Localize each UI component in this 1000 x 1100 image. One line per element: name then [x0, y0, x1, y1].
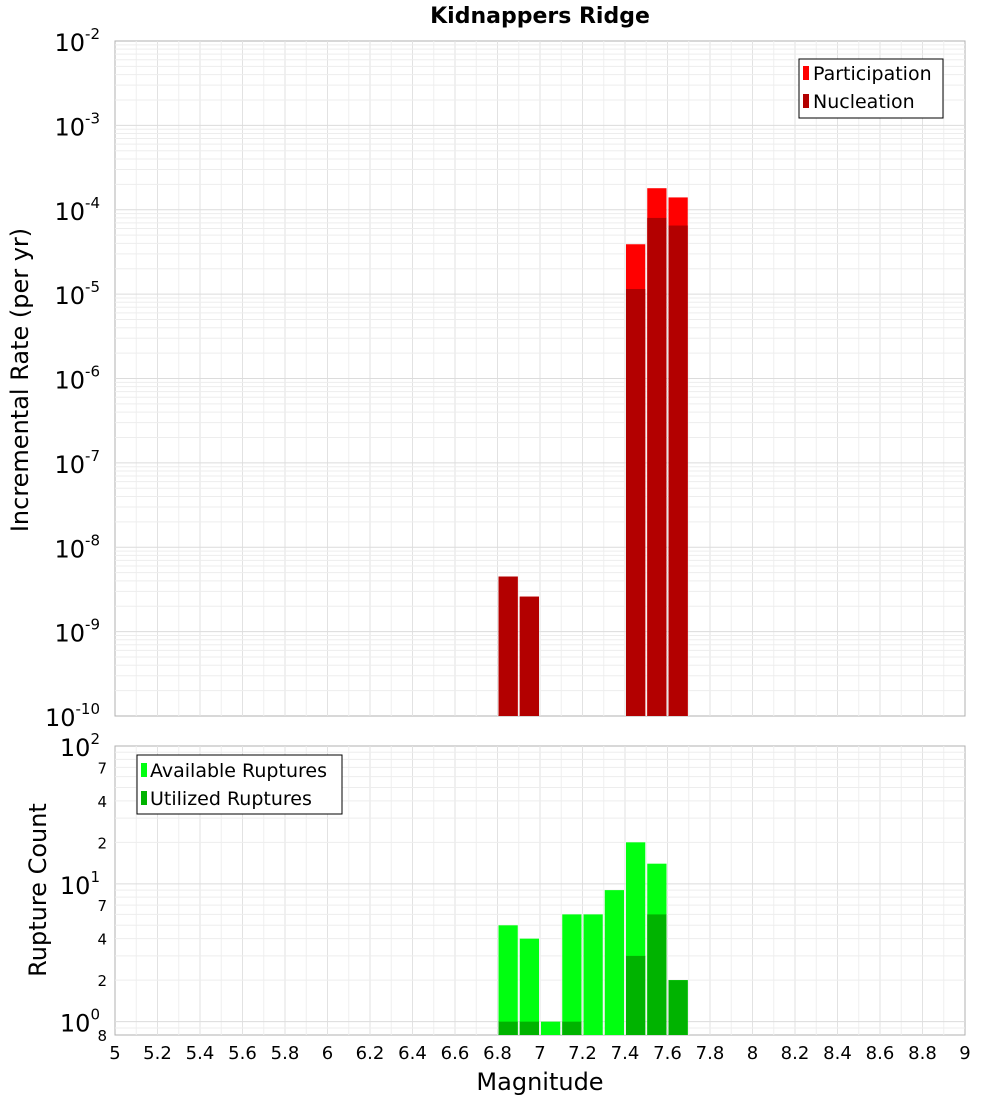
chart-title: Kidnappers Ridge	[430, 4, 650, 29]
y-tick-label: 10-8	[54, 531, 100, 563]
legend-swatch-participation	[803, 66, 809, 80]
x-tick-label: 5.6	[228, 1043, 257, 1064]
y-tick-label: 10-4	[54, 194, 100, 226]
bar-nucleation	[647, 217, 667, 716]
y-tick-label: 10-10	[45, 700, 100, 732]
y-tick-label: 10-9	[54, 616, 100, 648]
y-minor-tick-label: 8	[97, 1027, 107, 1045]
x-tick-label: 7.8	[696, 1043, 725, 1064]
top-grid	[115, 41, 965, 716]
x-tick-label: 8.2	[781, 1043, 810, 1064]
bar-available-ruptures	[498, 925, 518, 1035]
legend-label-participation: Participation	[813, 63, 932, 85]
y-tick-label: 101	[60, 868, 100, 900]
legend-label-utilized: Utilized Ruptures	[150, 788, 312, 810]
bar-utilized-ruptures	[498, 1021, 518, 1035]
x-tick-label: 8.8	[908, 1043, 937, 1064]
x-tick-label: 8	[747, 1043, 758, 1064]
top-legend-box	[798, 58, 944, 119]
top-legend: Participation Nucleation	[798, 58, 944, 119]
y-tick-label: 102	[60, 730, 100, 762]
x-tick-label: 6	[322, 1043, 333, 1064]
y-tick-label: 10-3	[54, 109, 100, 141]
legend-swatch-available	[141, 763, 147, 777]
y-minor-tick-label: 7	[97, 759, 107, 777]
bottom-y-axis-label: Rupture Count	[24, 803, 52, 977]
x-tick-label: 6.2	[356, 1043, 385, 1064]
x-tick-label: 5.8	[271, 1043, 300, 1064]
bottom-legend: Available Ruptures Utilized Ruptures	[136, 754, 343, 815]
y-minor-tick-label: 2	[97, 834, 107, 852]
bar-available-ruptures	[562, 914, 582, 1035]
x-tick-label: 6.6	[441, 1043, 470, 1064]
x-tick-label: 9	[959, 1043, 970, 1064]
y-minor-tick-label: 4	[97, 793, 107, 811]
x-tick-label: 7	[534, 1043, 545, 1064]
x-axis-label: Magnitude	[476, 1068, 603, 1096]
bottom-bars	[498, 842, 688, 1035]
x-tick-label: 5.4	[186, 1043, 215, 1064]
bar-nucleation	[519, 596, 539, 716]
y-tick-label: 10-6	[54, 363, 100, 395]
bottom-legend-box	[136, 754, 343, 815]
top-y-axis-label: Incremental Rate (per yr)	[6, 228, 34, 532]
bar-utilized-ruptures	[562, 1021, 582, 1035]
x-tick-label: 5.2	[143, 1043, 172, 1064]
bar-utilized-ruptures	[668, 980, 688, 1035]
top-panel: 10-2 10-3 10-4 10-5 10-6 10-7 10-8 10-9 10-10 In…	[6, 25, 966, 732]
x-tick-label: 7.4	[611, 1043, 640, 1064]
legend-swatch-utilized	[141, 791, 147, 805]
bar-utilized-ruptures	[519, 1021, 539, 1035]
legend-swatch-nucleation	[803, 94, 809, 108]
y-tick-label: 10-5	[54, 278, 100, 310]
bar-available-ruptures	[519, 938, 539, 1035]
x-tick-label: 7.6	[653, 1043, 682, 1064]
bar-nucleation	[626, 289, 646, 716]
bottom-y-tick-labels: 102 101 100 7 4 2 7 4 2 8	[60, 730, 107, 1045]
y-minor-tick-label: 4	[97, 931, 107, 949]
bar-available-ruptures	[541, 1021, 561, 1035]
bar-utilized-ruptures	[647, 914, 667, 1035]
y-tick-label: 10-2	[54, 25, 100, 57]
x-tick-label: 7.2	[568, 1043, 597, 1064]
x-tick-labels: 5 5.2 5.4 5.6 5.8 6 6.2 6.4 6.6 6.8 7 7.2 7.4 7.6 7.8 8…	[109, 1043, 970, 1064]
x-tick-label: 5	[109, 1043, 120, 1064]
bottom-panel: 102 101 100 7 4 2 7 4 2 8 Rupture Count Available…	[24, 730, 966, 1045]
bar-nucleation	[668, 225, 688, 716]
bar-available-ruptures	[583, 914, 603, 1035]
y-minor-tick-label: 7	[97, 897, 107, 915]
x-tick-label: 8.6	[866, 1043, 895, 1064]
y-tick-label: 100	[60, 1006, 100, 1038]
y-minor-tick-label: 2	[97, 972, 107, 990]
x-tick-label: 8.4	[823, 1043, 852, 1064]
legend-label-nucleation: Nucleation	[813, 91, 915, 113]
x-tick-label: 6.8	[483, 1043, 512, 1064]
bar-nucleation	[498, 576, 518, 716]
top-bars	[498, 188, 688, 717]
bar-available-ruptures	[604, 890, 624, 1035]
legend-label-available: Available Ruptures	[150, 760, 327, 782]
y-tick-label: 10-7	[54, 447, 100, 479]
x-tick-label: 6.4	[398, 1043, 427, 1064]
top-y-tick-labels: 10-2 10-3 10-4 10-5 10-6 10-7 10-8 10-9 10-10	[45, 25, 100, 732]
bar-utilized-ruptures	[626, 955, 646, 1035]
